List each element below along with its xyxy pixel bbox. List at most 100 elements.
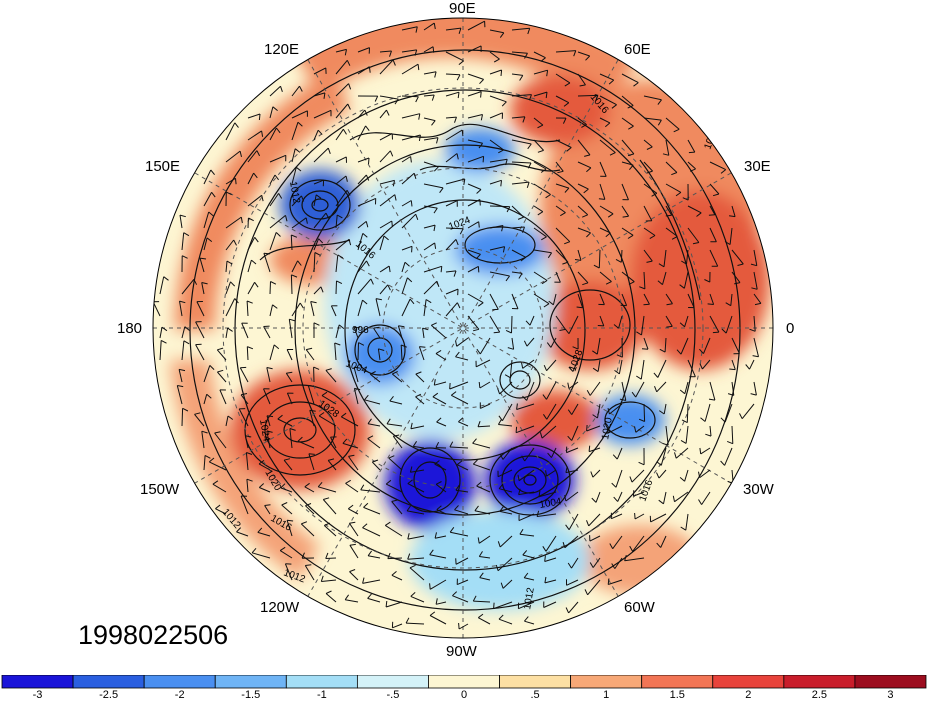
wind-barb xyxy=(291,148,296,163)
lon-label-120e: 120E xyxy=(264,41,300,58)
wind-barb-feather xyxy=(565,607,570,614)
wind-barb-feather xyxy=(720,417,726,423)
wind-barb-feather xyxy=(295,166,302,172)
wind-barb-feather xyxy=(562,117,567,124)
wind-barb xyxy=(423,242,435,251)
wind-barb xyxy=(675,447,689,459)
wind-barb-feather xyxy=(671,172,678,176)
wind-barb-feather xyxy=(344,49,347,56)
wind-barb xyxy=(341,416,359,427)
wind-barb-feather xyxy=(725,302,732,307)
wind-barb xyxy=(515,425,535,434)
wind-barb xyxy=(288,319,293,339)
wind-barb xyxy=(477,425,491,428)
wind-barb xyxy=(511,205,525,218)
wind-barb xyxy=(529,315,535,326)
wind-barb-feather xyxy=(456,460,463,466)
wind-barb-feather xyxy=(579,84,586,87)
wind-barb xyxy=(663,403,667,415)
wind-barb xyxy=(555,50,576,53)
wind-barb-feather xyxy=(404,261,410,267)
wind-barb-feather xyxy=(573,50,577,57)
colorbar xyxy=(1,675,927,689)
wind-barb xyxy=(621,293,628,306)
wind-barb-feather xyxy=(409,466,413,473)
wind-barb xyxy=(533,249,552,254)
wind-barb-feather xyxy=(463,178,466,185)
wind-barb xyxy=(247,259,252,273)
wind-barb-feather xyxy=(163,276,169,281)
wind-barb-feather xyxy=(407,553,411,560)
wind-barb xyxy=(621,73,639,84)
wind-barb-feather xyxy=(418,134,421,141)
wind-barb xyxy=(665,293,673,304)
wind-barb-feather xyxy=(524,52,528,59)
wind-barb xyxy=(657,359,667,378)
wind-barb xyxy=(247,194,263,207)
wind-barb-feather xyxy=(611,482,617,488)
wind-barb-feather xyxy=(362,523,368,529)
colorbar-tick-label: 2.5 xyxy=(811,689,828,701)
wind-barb xyxy=(401,113,420,119)
wind-barb xyxy=(731,337,740,354)
wind-barb-feather xyxy=(479,572,484,578)
wind-barb xyxy=(400,344,403,361)
wind-barb xyxy=(533,293,550,305)
meridian xyxy=(307,59,619,597)
wind-barb xyxy=(543,601,557,608)
wind-barb-feather xyxy=(367,435,374,440)
wind-barb xyxy=(577,227,591,234)
colorbar-swatch xyxy=(641,675,714,689)
wind-barb xyxy=(199,257,205,273)
wind-barb xyxy=(225,328,229,339)
wind-barb xyxy=(291,195,302,207)
wind-barb xyxy=(291,110,308,119)
wind-barb-feather xyxy=(591,497,597,503)
wind-barb-feather xyxy=(727,440,733,445)
wind-barb xyxy=(493,601,513,610)
wind-barb-feather xyxy=(217,347,224,351)
wind-barb-feather xyxy=(749,328,756,332)
wind-barb xyxy=(683,271,689,289)
wind-barb-feather xyxy=(457,92,460,99)
wind-barb-feather xyxy=(585,55,591,61)
wind-barb-feather xyxy=(544,555,546,562)
wind-barb-feather xyxy=(240,217,243,224)
wind-barb xyxy=(290,274,293,295)
isobar xyxy=(301,190,339,220)
wind-barb-feather xyxy=(676,349,682,355)
wind-barb xyxy=(422,328,425,339)
wind-barb xyxy=(335,238,350,251)
wind-barb-feather xyxy=(285,215,288,222)
wind-barb xyxy=(379,179,395,185)
wind-barb xyxy=(511,249,526,258)
wind-barb xyxy=(375,298,381,317)
wind-barb xyxy=(379,265,390,273)
wind-barb-feather xyxy=(407,533,410,540)
wind-barb-feather xyxy=(518,273,523,279)
wind-barb xyxy=(181,408,184,427)
wind-barb-feather xyxy=(325,368,332,371)
wind-barb-feather xyxy=(712,331,719,334)
wind-barb xyxy=(401,95,419,98)
wind-barb-feather xyxy=(572,346,579,350)
wind-barb xyxy=(423,299,427,317)
wind-barb xyxy=(577,271,589,284)
wind-barb xyxy=(473,463,491,471)
wind-barb xyxy=(518,491,535,496)
wind-barb-feather xyxy=(346,60,351,66)
contour-label: 1020 xyxy=(600,416,615,440)
wind-barb xyxy=(489,205,510,208)
wind-barb xyxy=(247,282,256,295)
wind-barb-feather xyxy=(564,328,570,335)
wind-barb-feather xyxy=(388,455,395,459)
isobar xyxy=(464,226,536,264)
wind-barb-feather xyxy=(407,277,413,283)
wind-barb-feather xyxy=(385,600,388,608)
wind-barb-feather xyxy=(383,235,389,241)
wind-barb-feather xyxy=(609,543,614,549)
lon-label-0: 0 xyxy=(786,320,795,337)
wind-barb xyxy=(335,156,347,163)
wind-barb-feather xyxy=(414,49,418,56)
wind-barb xyxy=(322,499,337,515)
